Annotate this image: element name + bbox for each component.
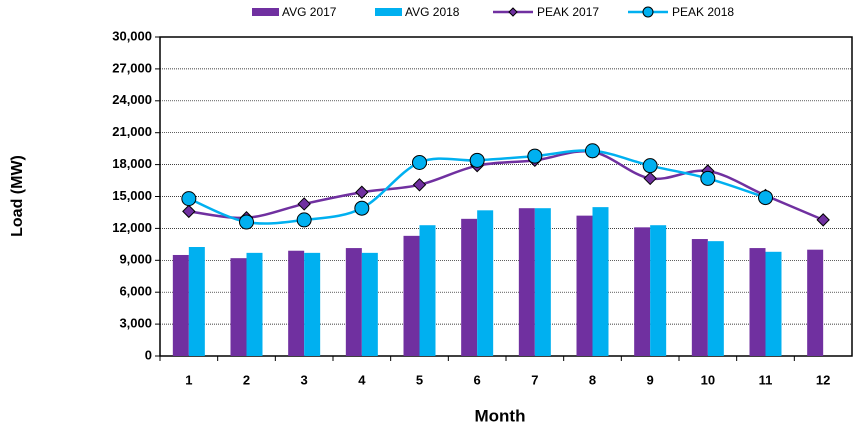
- bar: [807, 249, 824, 356]
- marker: [643, 171, 657, 186]
- bar: [361, 252, 378, 356]
- y-tick-label: 12,000: [112, 220, 152, 235]
- x-axis-title: Month: [475, 406, 526, 425]
- bar: [461, 218, 478, 356]
- y-tick-label: 9,000: [119, 252, 152, 267]
- bar: [288, 250, 305, 356]
- x-tick-label: 5: [416, 372, 423, 387]
- bar: [518, 208, 535, 356]
- x-tick-label: 2: [243, 372, 250, 387]
- marker: [527, 148, 543, 164]
- marker: [354, 200, 370, 216]
- marker: [296, 212, 312, 228]
- x-tick-label: 11: [759, 372, 773, 387]
- marker: [297, 197, 311, 211]
- y-tick-label: 0: [145, 347, 152, 362]
- x-tick-label: 9: [647, 372, 654, 387]
- bar: [304, 252, 321, 356]
- marker: [181, 191, 197, 207]
- marker: [412, 178, 427, 192]
- bar: [650, 225, 667, 356]
- bar: [534, 208, 551, 356]
- bar: [419, 225, 436, 356]
- legend-swatch: [252, 8, 279, 16]
- x-tick-label: 3: [301, 372, 308, 387]
- marker: [758, 190, 773, 206]
- x-tick-label: 6: [474, 372, 481, 387]
- y-tick-label: 18,000: [112, 156, 152, 171]
- bar: [230, 258, 247, 356]
- y-tick-label: 24,000: [112, 92, 152, 107]
- marker: [182, 204, 196, 219]
- x-tick-label: 7: [531, 372, 538, 387]
- y-tick-label: 21,000: [112, 124, 152, 139]
- x-tick-label: 4: [358, 372, 366, 387]
- bar: [691, 239, 708, 356]
- marker: [355, 185, 369, 199]
- x-tick-label: 10: [701, 372, 715, 387]
- marker: [469, 152, 485, 168]
- x-tick-label: 12: [816, 372, 830, 387]
- bar: [345, 248, 362, 356]
- bar: [246, 252, 263, 356]
- bar: [592, 207, 609, 356]
- bar: [172, 254, 189, 356]
- bar: [477, 210, 494, 356]
- marker: [642, 158, 658, 174]
- legend-swatch: [375, 8, 402, 16]
- marker: [239, 214, 254, 230]
- legend-marker: [508, 7, 518, 17]
- legend-label: AVG 2018: [405, 5, 460, 19]
- bar: [749, 248, 766, 356]
- marker: [585, 143, 600, 159]
- x-tick-label: 8: [589, 372, 596, 387]
- legend-label: AVG 2017: [282, 5, 337, 19]
- marker: [412, 154, 427, 170]
- y-tick-label: 15,000: [112, 188, 152, 203]
- x-tick-label: 1: [185, 372, 192, 387]
- bar: [765, 251, 782, 356]
- y-axis-title: Load (MW): [9, 155, 26, 237]
- marker: [816, 213, 830, 227]
- y-tick-label: 30,000: [112, 28, 152, 43]
- bar: [634, 227, 651, 356]
- bar: [188, 247, 205, 356]
- bar: [576, 215, 593, 356]
- y-tick-label: 27,000: [112, 60, 152, 75]
- bar: [403, 235, 420, 356]
- bar: [707, 241, 724, 356]
- marker: [700, 170, 716, 186]
- y-tick-label: 6,000: [119, 284, 152, 299]
- legend-label: PEAK 2018: [672, 5, 734, 19]
- legend-label: PEAK 2017: [537, 5, 599, 19]
- legend-marker: [642, 6, 654, 18]
- y-tick-label: 3,000: [119, 316, 152, 331]
